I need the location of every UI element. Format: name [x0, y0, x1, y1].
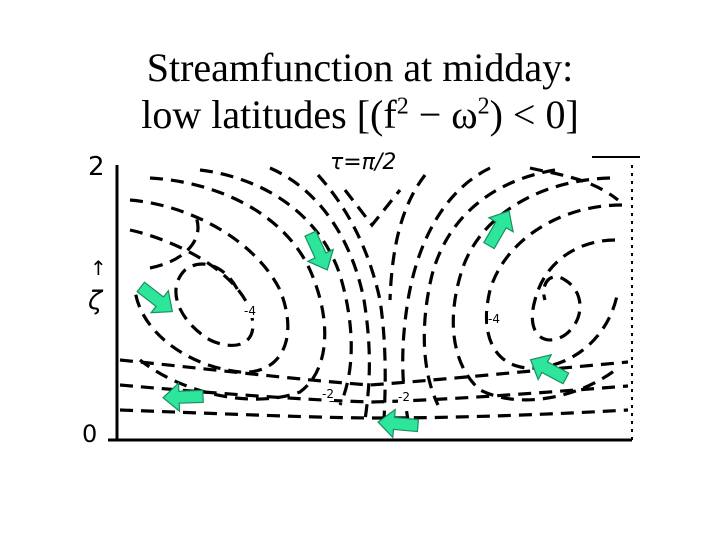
flow-arrow [482, 210, 514, 250]
y-arrow-label: ↑ [90, 256, 107, 280]
contour-label: -4 [244, 304, 256, 318]
contour-bottom-3 [119, 408, 629, 420]
contour-left-4 [199, 168, 353, 406]
y-top-label: 2 [88, 152, 105, 182]
y-bottom-label: 0 [82, 420, 98, 448]
title-line-2-mid: − ω [408, 92, 478, 137]
flow-arrow [162, 381, 204, 413]
contour-right-4 [422, 168, 556, 406]
contour-left-1 [129, 228, 255, 348]
contour-label: -2 [322, 387, 334, 401]
title-line-2-post: ) < 0] [489, 92, 579, 137]
contour-bottom-2 [119, 383, 629, 404]
contour-lines [119, 166, 629, 421]
time-label: τ=π/2 [330, 150, 397, 175]
contour-left-5 [269, 166, 371, 421]
title-line-2: low latitudes [(f2 − ω2) < 0] [0, 91, 720, 138]
flow-arrow [377, 408, 420, 439]
flow-arrow [529, 353, 570, 385]
title-superscript-2: 2 [477, 93, 490, 120]
flow-arrow [304, 230, 335, 271]
contour-center-right [388, 174, 427, 301]
contour-right-5 [401, 166, 491, 421]
contour-right-3 [451, 176, 619, 402]
contour-center-cusp [343, 189, 402, 228]
title-superscript-1: 2 [396, 93, 409, 120]
y-axis-label: ζ [88, 286, 103, 316]
contour-right-2 [484, 203, 623, 370]
contour-right-1 [530, 238, 616, 342]
title-line-2-pre: low latitudes [(f [141, 92, 397, 137]
flow-arrow [136, 281, 174, 314]
contour-left-2 [129, 198, 290, 374]
contour-right-6 [529, 166, 619, 202]
flow-arrows [136, 210, 570, 439]
plot-frame [108, 156, 640, 442]
title-line-1: Streamfunction at midday: [146, 45, 574, 90]
contour-label: -2 [398, 390, 410, 404]
contour-left-6 [149, 214, 200, 270]
slide-title: Streamfunction at midday: low latitudes … [0, 44, 720, 138]
contour-label: -4 [488, 312, 500, 326]
